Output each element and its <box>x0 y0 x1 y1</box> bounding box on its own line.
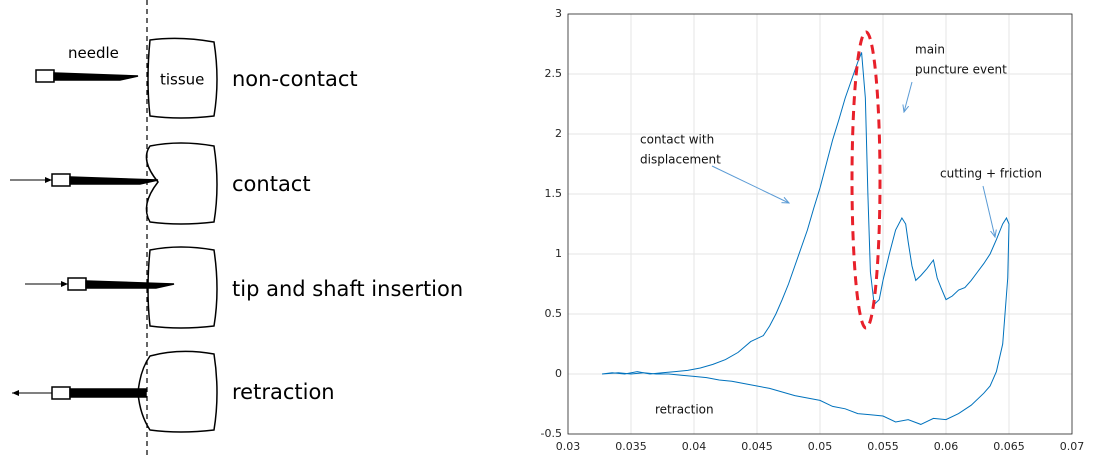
annotation: retraction <box>655 403 714 417</box>
x-tick-label: 0.07 <box>1060 440 1085 453</box>
diagram <box>10 0 217 459</box>
y-tick-label: 0.5 <box>545 307 563 320</box>
annotation-arrow <box>904 82 912 112</box>
needle <box>54 73 138 80</box>
x-tick-label: 0.055 <box>867 440 899 453</box>
needle <box>70 389 146 397</box>
x-tick-label: 0.04 <box>682 440 707 453</box>
y-tick-label: 2.5 <box>545 67 563 80</box>
x-tick-label: 0.035 <box>615 440 647 453</box>
needle <box>86 281 174 288</box>
needle-hub <box>52 387 70 399</box>
data-line <box>602 52 1009 424</box>
y-tick-label: 1.5 <box>545 187 563 200</box>
tissue <box>138 351 217 432</box>
tissue <box>146 143 217 224</box>
x-tick-label: 0.05 <box>808 440 833 453</box>
y-tick-label: 0 <box>555 367 562 380</box>
highlight <box>852 32 880 328</box>
needle <box>70 177 158 184</box>
stage-label: non-contact <box>232 67 358 91</box>
stage-label: contact <box>232 172 311 196</box>
y-tick-label: 1 <box>555 247 562 260</box>
annotation: puncture event <box>915 63 1007 77</box>
needle-hub <box>68 278 86 290</box>
x-tick-label: 0.065 <box>993 440 1025 453</box>
y-tick-label: 3 <box>555 7 562 20</box>
figure: needle tissue non-contact contact tip an… <box>0 0 1099 459</box>
chart: 0.03 0.035 0.04 0.045 0.05 0.055 0.06 0.065 0.07… <box>541 7 1085 453</box>
needle-hub <box>52 174 70 186</box>
x-tick-label: 0.03 <box>556 440 581 453</box>
annotation: displacement <box>640 153 721 167</box>
x-tick-label: 0.045 <box>741 440 773 453</box>
y-tick-label: -0.5 <box>541 427 562 440</box>
stage-label: retraction <box>232 380 335 404</box>
needle-label: needle <box>68 44 119 62</box>
annotation: cutting + friction <box>940 167 1042 181</box>
x-tick-label: 0.06 <box>934 440 959 453</box>
stage-label: tip and shaft insertion <box>232 277 463 301</box>
tissue-label: tissue <box>160 71 204 89</box>
annotation-arrow <box>712 166 789 203</box>
needle-hub <box>36 70 54 82</box>
annotation: contact with <box>640 133 714 147</box>
y-tick-label: 2 <box>555 127 562 140</box>
annotation: main <box>915 43 945 57</box>
